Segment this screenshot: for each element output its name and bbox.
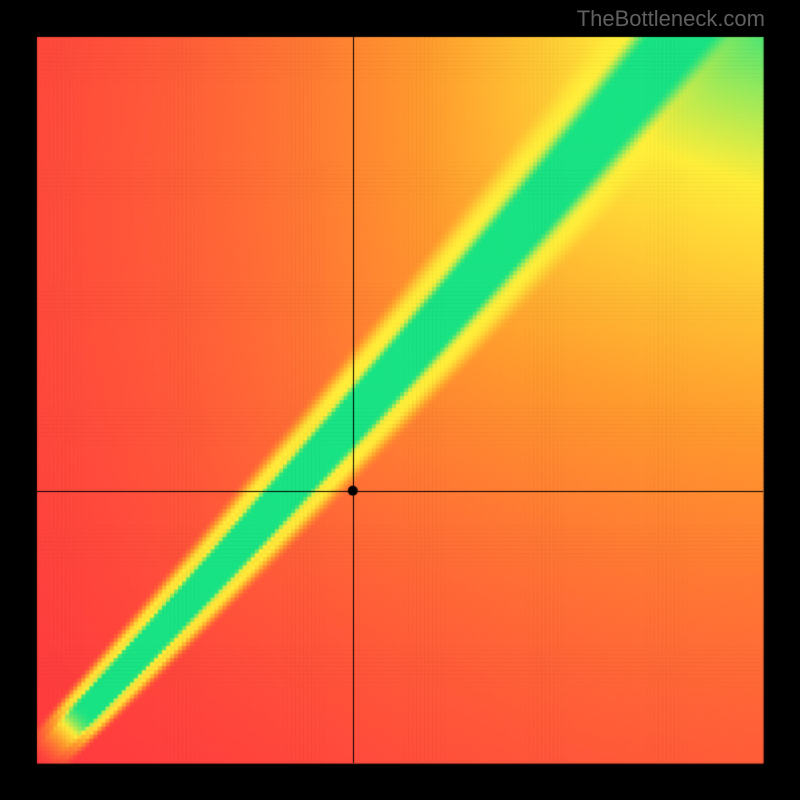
bottleneck-heatmap xyxy=(0,0,800,800)
stage: TheBottleneck.com xyxy=(0,0,800,800)
watermark-text: TheBottleneck.com xyxy=(577,6,765,32)
